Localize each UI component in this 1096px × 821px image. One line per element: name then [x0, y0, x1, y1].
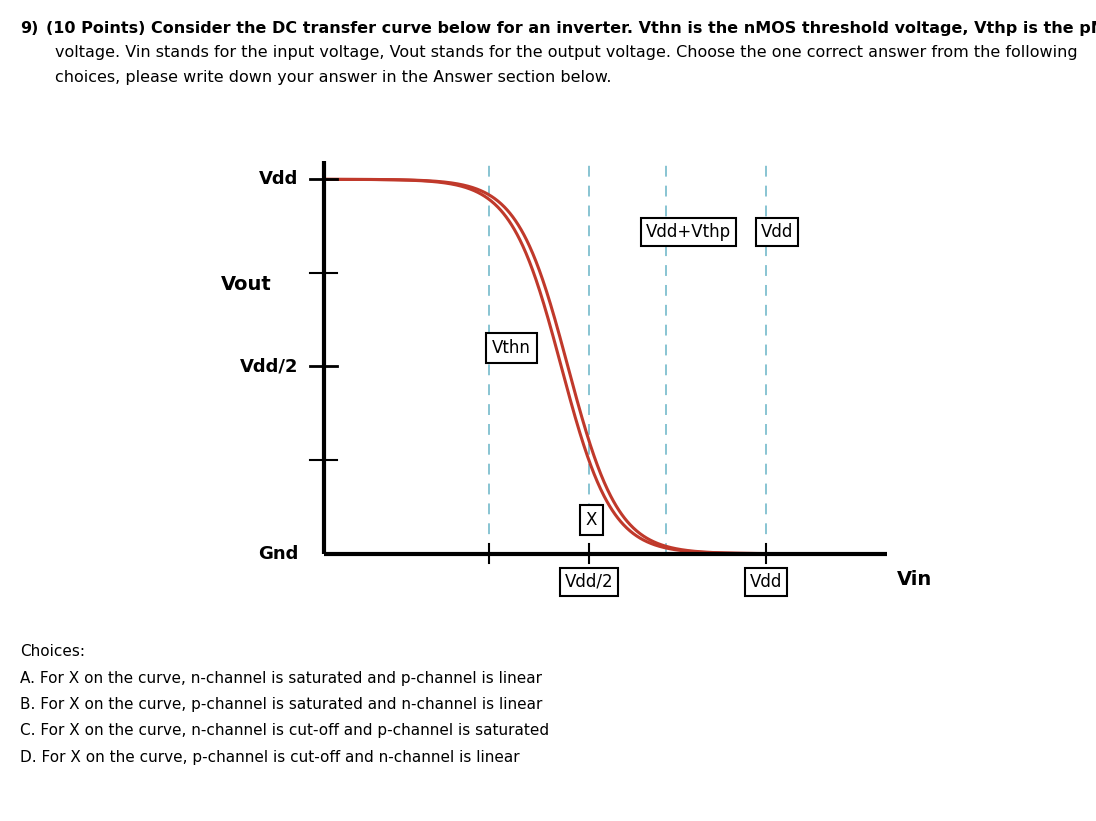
- Text: Gnd: Gnd: [259, 544, 299, 562]
- Text: choices, please write down your answer in the Answer section below.: choices, please write down your answer i…: [55, 70, 612, 85]
- Text: C. For X on the curve, n-channel is cut-off and p-channel is saturated: C. For X on the curve, n-channel is cut-…: [20, 723, 549, 738]
- Text: (10 Points) Consider the DC transfer curve below for an inverter. Vthn is the nM: (10 Points) Consider the DC transfer cur…: [46, 21, 1096, 35]
- Text: Vdd/2: Vdd/2: [240, 357, 299, 375]
- Text: X: X: [586, 511, 597, 529]
- Text: Vdd: Vdd: [761, 222, 794, 241]
- Text: Vout: Vout: [220, 275, 272, 294]
- Text: B. For X on the curve, p-channel is saturated and n-channel is linear: B. For X on the curve, p-channel is satu…: [20, 697, 543, 712]
- Text: Choices:: Choices:: [20, 644, 84, 659]
- Text: Vdd+Vthp: Vdd+Vthp: [646, 222, 731, 241]
- Text: Vdd/2: Vdd/2: [564, 573, 613, 591]
- Text: voltage. Vin stands for the input voltage, Vout stands for the output voltage. C: voltage. Vin stands for the input voltag…: [55, 45, 1077, 60]
- Text: Vin: Vin: [898, 571, 933, 589]
- Text: Vdd: Vdd: [260, 170, 299, 188]
- Text: A. For X on the curve, n-channel is saturated and p-channel is linear: A. For X on the curve, n-channel is satu…: [20, 671, 541, 686]
- Text: Vdd: Vdd: [750, 573, 781, 591]
- Text: 9): 9): [20, 21, 38, 35]
- Text: D. For X on the curve, p-channel is cut-off and n-channel is linear: D. For X on the curve, p-channel is cut-…: [20, 750, 520, 764]
- Text: Vthn: Vthn: [492, 339, 530, 357]
